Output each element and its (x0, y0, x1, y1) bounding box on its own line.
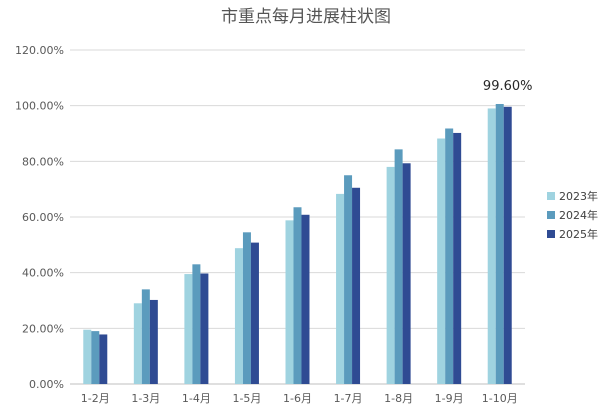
legend: 2023年 2024年 2025年 (547, 189, 598, 241)
annotations: 99.60% (483, 79, 533, 94)
legend-swatch (547, 230, 555, 238)
bar-2024年-1-4月 (192, 264, 201, 384)
x-tick-label: 1-2月 (81, 392, 110, 405)
y-tick-label: 60.00% (22, 211, 64, 224)
chart-title: 市重点每月进展柱状图 (221, 7, 391, 27)
bars (83, 103, 512, 384)
legend-label: 2025年 (559, 227, 598, 241)
bar-2025年-1-9月 (453, 132, 462, 384)
bar-2025年-1-7月 (352, 187, 361, 384)
bar-2025年-1-8月 (402, 163, 411, 384)
bar-2023年-1-6月 (285, 220, 294, 384)
legend-label: 2024年 (559, 208, 598, 222)
y-axis: 0.00% 20.00% 40.00% 60.00% 80.00% 100.00% 120.… (15, 44, 64, 391)
bar-2023年-1-2月 (83, 329, 92, 384)
legend-label: 2023年 (559, 189, 598, 203)
bar-2023年-1-7月 (336, 193, 345, 384)
bar-2023年-1-8月 (386, 166, 395, 384)
bar-2024年-1-8月 (394, 149, 403, 384)
bar-2023年-1-10月 (487, 108, 496, 384)
x-tick-label: 1-4月 (182, 392, 211, 405)
y-tick-label: 80.00% (22, 155, 64, 168)
x-tick-label: 1-6月 (283, 392, 312, 405)
bar-2025年-1-3月 (149, 299, 158, 384)
bar-2024年-1-2月 (91, 331, 100, 384)
bar-2025年-1-10月 (503, 106, 512, 384)
bar-2024年-1-3月 (141, 289, 150, 384)
bar-2023年-1-9月 (437, 138, 446, 384)
x-axis: 1-2月 1-3月 1-4月 1-5月 1-6月 1-7月 1-8月 1-9月 1-10月 (81, 392, 518, 405)
bar-2025年-1-5月 (250, 242, 259, 384)
y-tick-label: 20.00% (22, 322, 64, 335)
x-tick-label: 1-9月 (435, 392, 464, 405)
bar-2024年-1-9月 (445, 128, 454, 384)
x-tick-label: 1-10月 (482, 392, 518, 405)
y-tick-label: 0.00% (29, 378, 64, 391)
bar-2025年-1-2月 (99, 334, 108, 384)
bar-2024年-1-10月 (495, 103, 504, 384)
bar-2025年-1-4月 (200, 273, 209, 384)
bar-2024年-1-5月 (242, 232, 251, 384)
x-tick-label: 1-3月 (131, 392, 160, 405)
y-tick-label: 120.00% (15, 44, 64, 57)
x-tick-label: 1-8月 (384, 392, 413, 405)
y-tick-label: 100.00% (15, 100, 64, 113)
x-tick-label: 1-7月 (334, 392, 363, 405)
bar-2024年-1-6月 (293, 207, 302, 384)
y-tick-label: 40.00% (22, 267, 64, 280)
legend-swatch (547, 211, 555, 219)
bar-2024年-1-7月 (344, 175, 353, 384)
bar-2023年-1-3月 (133, 303, 142, 384)
bar-2025年-1-6月 (301, 214, 310, 384)
legend-swatch (547, 192, 555, 200)
bar-2023年-1-5月 (234, 248, 243, 384)
x-tick-label: 1-5月 (232, 392, 261, 405)
bar-2023年-1-4月 (184, 274, 193, 384)
data-label: 99.60% (483, 79, 533, 94)
